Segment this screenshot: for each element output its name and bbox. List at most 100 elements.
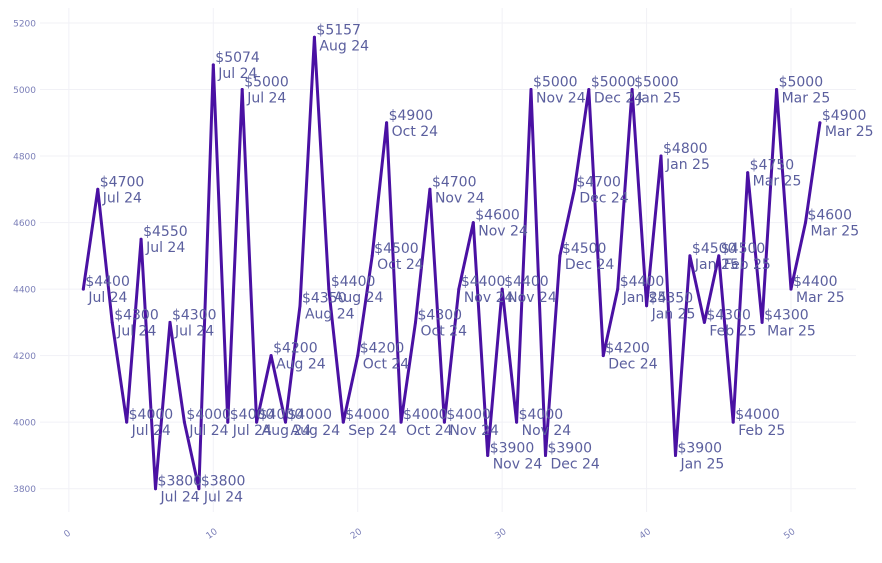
data-label-month: Oct 24	[392, 124, 439, 140]
data-point	[298, 304, 302, 308]
data-label-price: $4700	[576, 174, 621, 190]
y-tick-label: 4400	[13, 286, 36, 296]
data-label-month: Nov 24	[435, 190, 485, 206]
data-label-price: $4000	[259, 407, 304, 423]
y-tick-label: 3800	[13, 485, 36, 495]
data-point	[601, 354, 605, 358]
data-label-month: Mar 25	[796, 290, 845, 306]
data-point	[442, 420, 446, 424]
data-label-month: Oct 24	[406, 423, 453, 439]
y-tick-label: 5000	[13, 86, 36, 96]
data-label-month: Aug 24	[319, 38, 369, 54]
data-label-month: Feb 25	[709, 323, 756, 339]
data-label-month: Oct 24	[421, 323, 468, 339]
data-label-price: $4800	[663, 141, 708, 157]
grid-layer	[40, 8, 856, 512]
data-label-price: $4550	[143, 224, 188, 240]
data-point	[457, 287, 461, 291]
data-label-price: $4900	[822, 108, 867, 124]
y-tick-label: 4800	[13, 153, 36, 163]
data-label-price: $4300	[114, 307, 159, 323]
data-label-month: Dec 24	[550, 456, 599, 472]
data-label-price: $4500	[374, 241, 419, 257]
data-label-month: Aug 24	[276, 357, 326, 373]
data-label-month: Jul 24	[203, 490, 243, 506]
data-label-month: Nov 24	[536, 91, 586, 107]
data-label-month: Jul 24	[188, 423, 228, 439]
series-layer	[81, 35, 822, 491]
data-label-price: $4700	[432, 174, 477, 190]
data-point	[775, 88, 779, 92]
data-label-price: $4300	[764, 307, 809, 323]
data-point	[125, 420, 129, 424]
data-point	[414, 320, 418, 324]
data-label-month: Jul 24	[116, 323, 156, 339]
data-label-price: $4600	[475, 208, 520, 224]
x-tick-label: 10	[205, 527, 220, 542]
data-label-month: Nov 24	[449, 423, 499, 439]
data-label-price: $3900	[547, 440, 592, 456]
data-label-price: $5000	[591, 75, 636, 91]
data-label-month: Sep 24	[348, 423, 397, 439]
y-tick-label: 5200	[13, 19, 36, 29]
data-point	[500, 287, 504, 291]
data-point	[240, 88, 244, 92]
data-label-month: Nov 24	[493, 456, 543, 472]
data-point	[587, 88, 591, 92]
data-point	[529, 88, 533, 92]
data-label-price: $4300	[172, 307, 217, 323]
data-point	[572, 187, 576, 191]
data-point	[226, 420, 230, 424]
data-label-price: $4400	[793, 274, 838, 290]
data-point	[269, 354, 273, 358]
data-point	[255, 420, 259, 424]
data-label-price: $3900	[677, 440, 722, 456]
data-label-month: Mar 25	[825, 124, 874, 140]
data-label-price: $4000	[288, 407, 333, 423]
data-label-month: Jan 25	[665, 157, 710, 173]
data-label-month: Jan 25	[651, 307, 696, 323]
data-point	[385, 121, 389, 125]
data-label-month: Jul 24	[217, 66, 257, 82]
data-point	[96, 187, 100, 191]
data-label-price: $5000	[634, 75, 679, 91]
data-point	[746, 171, 750, 175]
data-label-month: Dec 24	[608, 357, 657, 373]
data-label-price: $4400	[620, 274, 665, 290]
data-label-price: $4500	[562, 241, 607, 257]
data-point	[139, 237, 143, 241]
data-label-month: Jul 24	[102, 190, 142, 206]
data-label-price: $4200	[273, 341, 318, 357]
data-point	[760, 320, 764, 324]
x-tick-label: 40	[638, 527, 653, 542]
data-label-month: Nov 24	[478, 224, 528, 240]
y-tick-label: 4000	[13, 419, 36, 429]
data-label-price: $3800	[201, 474, 246, 490]
data-label-price: $4400	[461, 274, 506, 290]
data-label-month: Oct 24	[377, 257, 424, 273]
data-label-price: $4000	[129, 407, 174, 423]
data-point	[673, 453, 677, 457]
data-label-month: Aug 24	[334, 290, 384, 306]
data-point	[659, 154, 663, 158]
data-label-month: Dec 24	[579, 190, 628, 206]
data-label-price: $5000	[779, 75, 824, 91]
data-point	[211, 63, 215, 67]
data-label-price: $4600	[807, 208, 852, 224]
data-label-price: $4700	[100, 174, 145, 190]
data-label-price: $4200	[360, 341, 405, 357]
data-label-price: $5000	[244, 75, 289, 91]
data-label-month: Jul 24	[87, 290, 127, 306]
data-label-month: Aug 24	[305, 307, 355, 323]
data-point	[341, 420, 345, 424]
data-point	[154, 487, 158, 491]
data-label-price: $4000	[446, 407, 491, 423]
data-label-month: Jul 24	[145, 240, 185, 256]
data-point	[486, 453, 490, 457]
data-label-month: Jul 24	[246, 91, 286, 107]
data-label-month: Jan 25	[694, 257, 739, 273]
data-label-month: Feb 25	[724, 257, 771, 273]
data-label-month: Mar 25	[753, 174, 802, 190]
